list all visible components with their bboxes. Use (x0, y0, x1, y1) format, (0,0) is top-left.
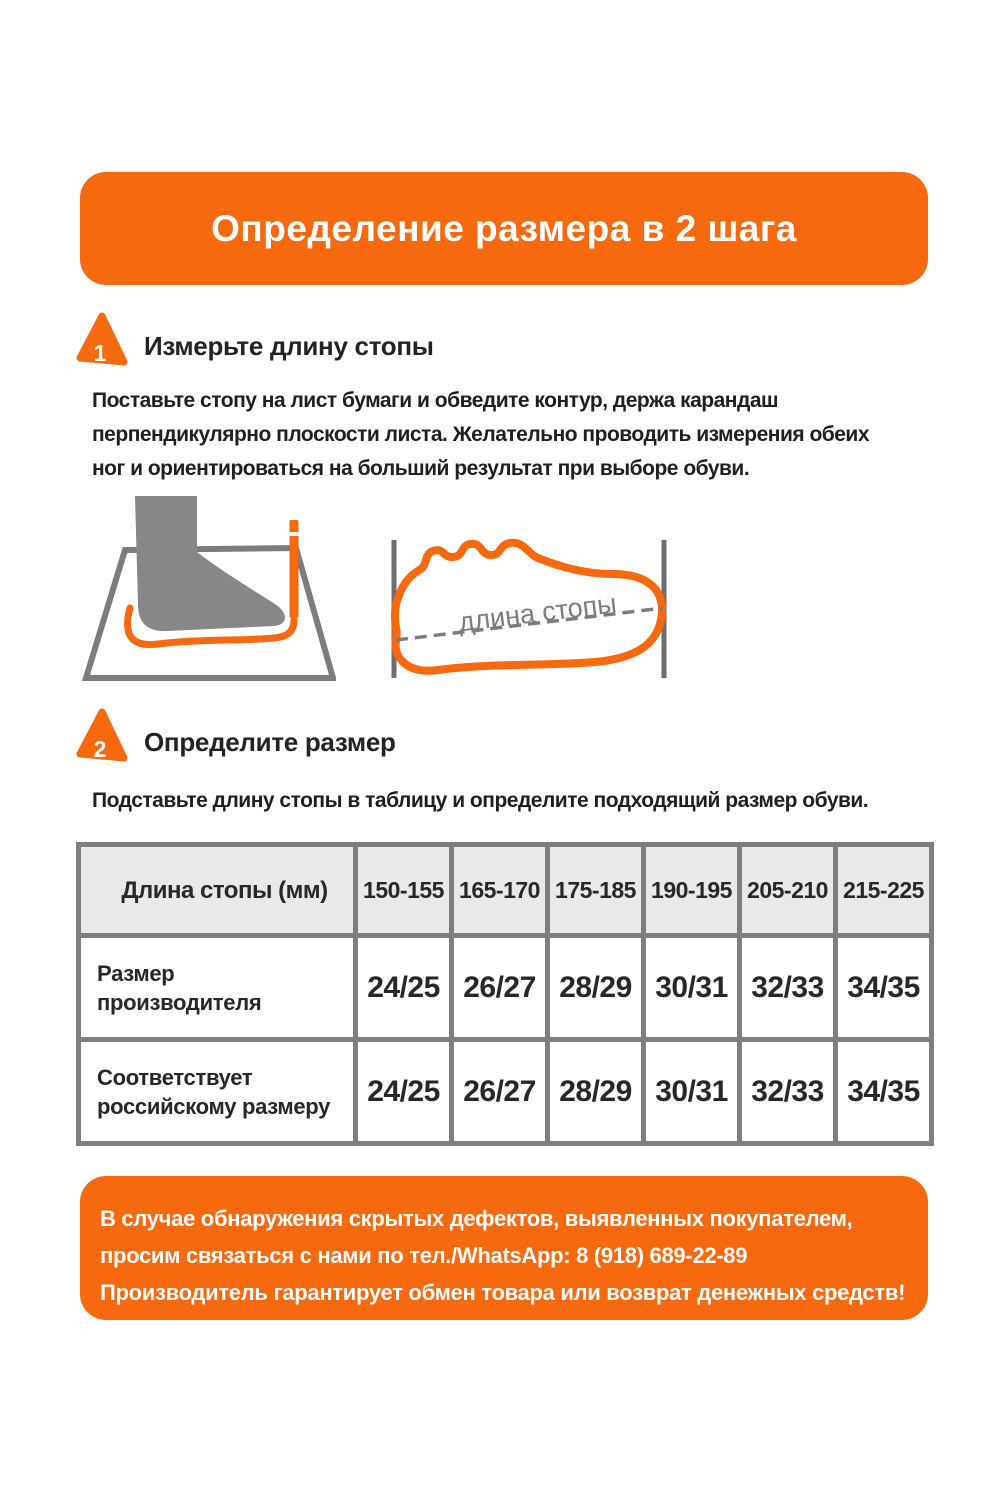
page-title: Определение размера в 2 шага (211, 207, 797, 249)
pencil-tip-gap (288, 532, 300, 536)
table-value-cell: 34/35 (833, 933, 934, 1042)
step-1-header: 1 Измерьте длину стопы (76, 310, 434, 368)
foot-tracing-illustration (81, 496, 336, 681)
step-1-triangle-icon: 1 (76, 312, 128, 366)
step-2-description: Подставьте длину стопы в таблицу и опред… (92, 789, 869, 812)
measure-line (395, 606, 664, 642)
paper-sheet-outline (81, 544, 336, 681)
table-row-russian-size: Соответствует российскому размеру 24/25 … (76, 1037, 934, 1146)
table-value-cell: 30/31 (641, 1037, 742, 1146)
footer-banner: В случае обнаружения скрытых дефектов, в… (80, 1176, 928, 1320)
table-row-manufacturer-size: Размер производителя 24/25 26/27 28/29 3… (76, 933, 934, 1042)
table-header-cell: 150-155 (353, 842, 454, 938)
foot-length-label: длина стопы (457, 588, 618, 637)
step-1-description: Поставьте стопу на лист бумаги и обведит… (92, 389, 870, 480)
triangle-shape (76, 708, 128, 762)
step-1-heading: Измерьте длину стопы (144, 331, 434, 361)
step-2-header: 2 Определите размер (76, 706, 396, 764)
table-value-cell: 24/25 (353, 1037, 454, 1146)
step-2-heading: Определите размер (144, 727, 396, 757)
step-1-number: 1 (94, 340, 107, 366)
table-header-cell: 215-225 (833, 842, 934, 938)
table-label-cell: Соответствует российскому размеру (76, 1037, 358, 1146)
table-value-cell: 26/27 (449, 1037, 550, 1146)
table-value-cell: 32/33 (737, 933, 838, 1042)
pencil-icon (289, 520, 299, 618)
foot-silhouette (135, 496, 286, 632)
triangle-shape (76, 312, 128, 366)
table-value-cell: 28/29 (545, 933, 646, 1042)
table-value-cell: 32/33 (737, 1037, 838, 1146)
table-label-cell: Размер производителя (76, 933, 358, 1042)
table-value-cell: 28/29 (545, 1037, 646, 1146)
foot-outline (390, 538, 667, 675)
traced-contour-line (124, 604, 298, 649)
table-header-row: Длина стопы (мм) 150-155 165-170 175-185… (76, 842, 934, 938)
table-value-cell: 24/25 (353, 933, 454, 1042)
table-value-cell: 34/35 (833, 1037, 934, 1146)
table-header-cell: 175-185 (545, 842, 646, 938)
step-2-triangle-icon: 2 (76, 708, 128, 762)
table-value-cell: 26/27 (449, 933, 550, 1042)
step-2-number: 2 (94, 736, 107, 762)
table-header-cell: 190-195 (641, 842, 742, 938)
warranty-contact-text: В случае обнаружения скрытых дефектов, в… (100, 1206, 906, 1305)
foot-outline-illustration: длина стопы (390, 538, 667, 678)
table-value-cell: 30/31 (641, 933, 742, 1042)
header-banner: Определение размера в 2 шага (80, 172, 928, 285)
table-header-cell-foot-length: Длина стопы (мм) (76, 842, 358, 938)
table-header-cell: 205-210 (737, 842, 838, 938)
table-header-cell: 165-170 (449, 842, 550, 938)
size-table: Длина стопы (мм) 150-155 165-170 175-185… (76, 842, 934, 1146)
